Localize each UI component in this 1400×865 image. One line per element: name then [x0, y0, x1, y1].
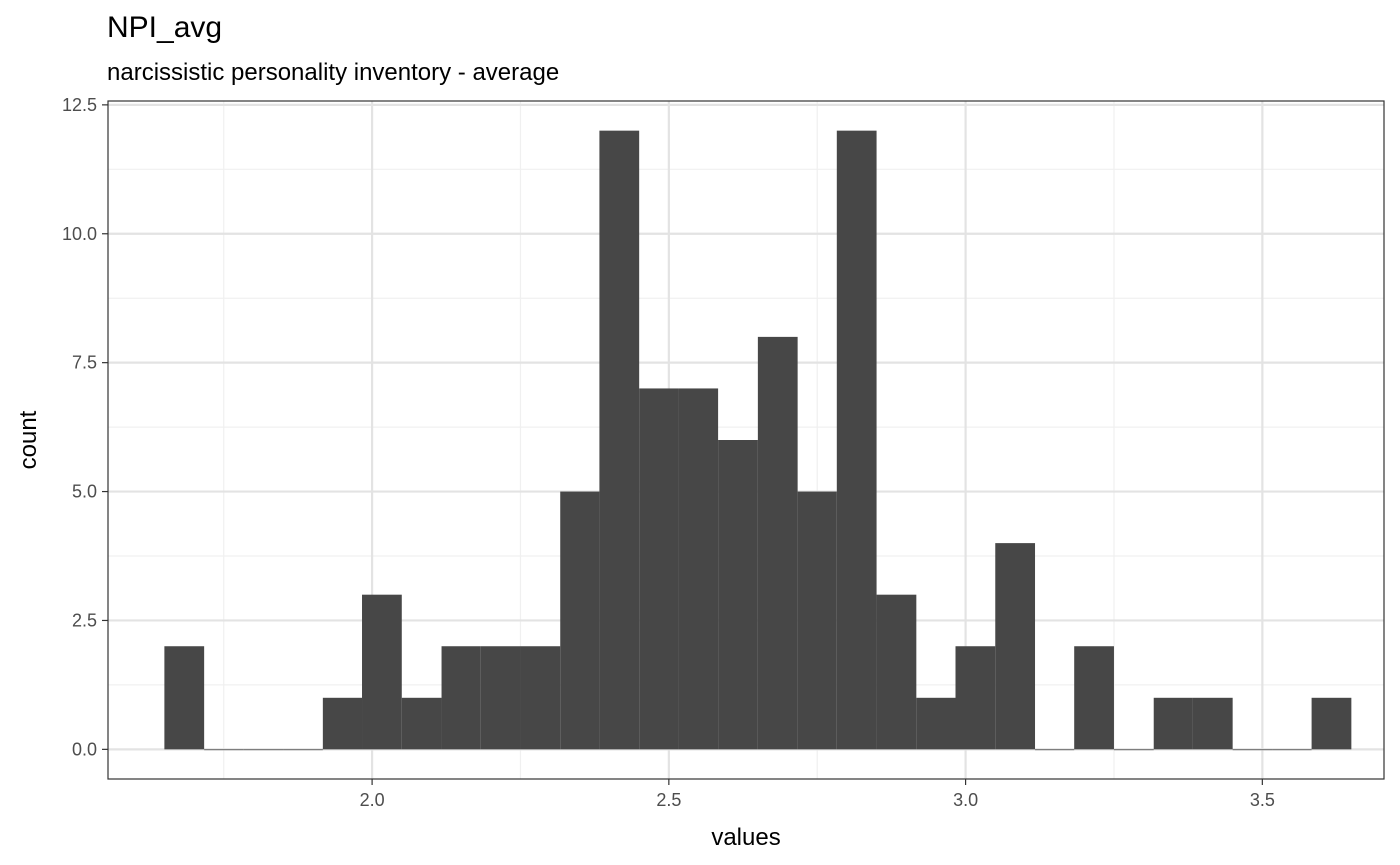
- x-axis-title: values: [711, 824, 780, 851]
- x-tick-label: 3.0: [953, 790, 978, 810]
- histogram-bar: [480, 646, 521, 750]
- y-tick-label: 10.0: [62, 224, 97, 244]
- histogram-bar: [401, 697, 442, 750]
- histogram-bar: [1311, 697, 1352, 750]
- histogram-bar: [441, 646, 481, 750]
- histogram-bar: [560, 491, 600, 750]
- histogram-bar: [678, 388, 719, 750]
- y-tick-label: 5.0: [72, 482, 97, 502]
- histogram-bar: [995, 543, 1036, 750]
- histogram-bar: [1192, 697, 1233, 750]
- histogram-bar: [1074, 646, 1114, 750]
- y-tick-label: 0.0: [72, 739, 97, 759]
- histogram-bar: [876, 594, 917, 750]
- histogram-bar: [599, 130, 640, 750]
- histogram-bar: [322, 697, 363, 750]
- histogram-bar: [362, 594, 402, 750]
- x-tick-label: 2.5: [656, 790, 681, 810]
- panel-border: [107, 100, 1385, 780]
- y-axis: 0.0 2.5 5.0 7.5 10.0 12.5: [62, 95, 108, 759]
- histogram-bar: [1272, 749, 1312, 751]
- histogram-bar: [757, 336, 798, 750]
- histogram-bar: [1035, 749, 1075, 751]
- histogram-bar: [164, 646, 205, 750]
- histogram-bar: [1153, 697, 1193, 750]
- histogram-bars: [164, 130, 1352, 751]
- histogram-bar: [520, 646, 561, 750]
- histogram-bar: [836, 130, 877, 750]
- x-tick-label: 2.0: [360, 790, 385, 810]
- y-axis-title: count: [15, 410, 42, 469]
- histogram-bar: [1113, 749, 1154, 751]
- x-axis: 2.0 2.5 3.0 3.5: [360, 779, 1275, 810]
- histogram-bar: [283, 749, 323, 751]
- chart-subtitle: narcissistic personality inventory - ave…: [107, 59, 560, 86]
- histogram-bar: [243, 749, 284, 751]
- histogram-bar: [1232, 749, 1273, 751]
- histogram-bar: [718, 440, 758, 750]
- y-tick-label: 7.5: [72, 353, 97, 373]
- x-tick-label: 3.5: [1250, 790, 1275, 810]
- histogram-bar: [797, 491, 837, 750]
- chart-title: NPI_avg: [107, 11, 223, 44]
- histogram-bar: [204, 749, 244, 751]
- y-tick-label: 2.5: [72, 610, 97, 630]
- histogram-bar: [639, 388, 679, 750]
- histogram-bar: [955, 646, 996, 750]
- y-tick-label: 12.5: [62, 95, 97, 115]
- histogram-bar: [916, 697, 956, 750]
